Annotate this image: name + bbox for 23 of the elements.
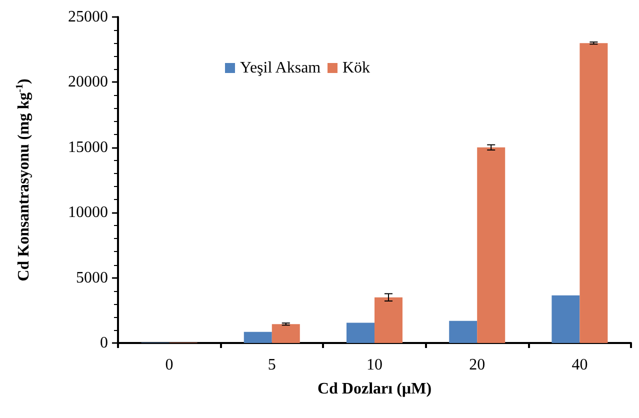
bar	[244, 332, 272, 343]
y-tick-label: 0	[100, 334, 108, 352]
bar	[477, 147, 506, 343]
y-axis-title: Cd Konsantrasyonu (mg kg-1)	[14, 78, 32, 282]
bar	[272, 324, 300, 343]
legend-label: Kök	[342, 60, 370, 76]
bar	[552, 295, 580, 343]
y-tick-label: 25000	[68, 8, 108, 26]
x-tick-label: 40	[572, 356, 588, 374]
y-tick-label: 5000	[76, 269, 108, 286]
y-tick-label: 20000	[68, 74, 108, 91]
legend-label: Yeşil Aksam	[240, 60, 322, 76]
x-tick-label: 0	[165, 356, 174, 374]
bar	[580, 43, 608, 343]
y-tick-label: 15000	[68, 138, 108, 156]
y-tick-label: 10000	[68, 204, 108, 222]
x-tick-label: 20	[469, 356, 486, 374]
x-axis-title: Cd Dozları (µM)	[317, 380, 432, 398]
bar	[374, 297, 402, 343]
bar	[346, 322, 374, 343]
x-tick-label: 10	[366, 356, 382, 374]
x-tick-label: 5	[268, 356, 276, 374]
bar	[449, 320, 478, 343]
